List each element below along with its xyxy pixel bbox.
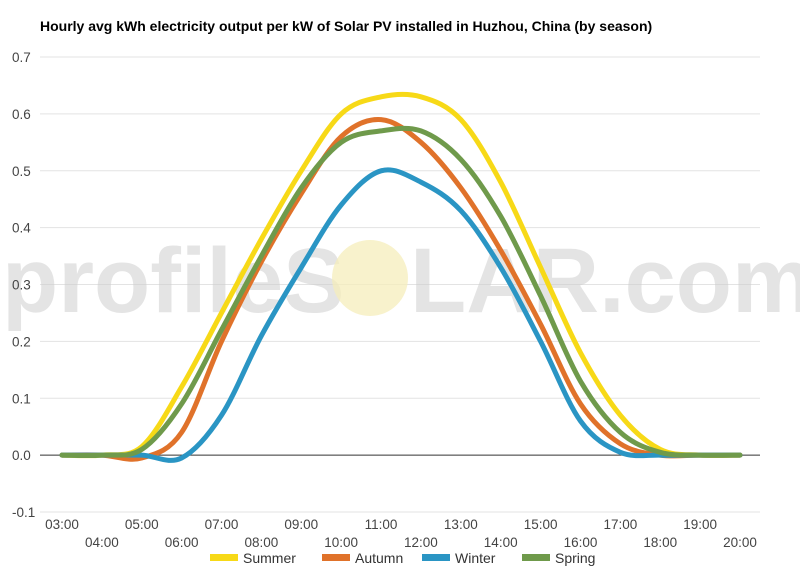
- y-tick-label: 0.3: [12, 278, 31, 293]
- legend-swatch-spring: [522, 554, 550, 561]
- y-tick-label: 0.4: [12, 221, 31, 236]
- x-tick-label: 15:00: [524, 517, 558, 532]
- legend-label-winter: Winter: [455, 550, 496, 566]
- series-line-summer: [59, 91, 743, 459]
- legend-label-summer: Summer: [243, 550, 296, 566]
- x-tick-label: 12:00: [404, 535, 438, 550]
- x-tick-label: 20:00: [723, 535, 757, 550]
- watermark-sun-icon: [332, 240, 408, 316]
- series-line-spring: [59, 125, 743, 459]
- chart-title: Hourly avg kWh electricity output per kW…: [40, 18, 653, 34]
- legend-swatch-autumn: [322, 554, 350, 561]
- watermark-right: LAR.com: [410, 230, 800, 332]
- x-tick-label: 18:00: [643, 535, 677, 550]
- series-line-autumn: [59, 117, 743, 462]
- x-tick-label: 06:00: [165, 535, 199, 550]
- x-tick-label: 19:00: [683, 517, 717, 532]
- series-lines: [59, 91, 743, 463]
- x-tick-label: 16:00: [564, 535, 598, 550]
- watermark: profileS LAR.com: [2, 230, 800, 332]
- y-tick-label: 0.2: [12, 334, 31, 349]
- watermark-left: profileS: [2, 230, 344, 332]
- y-tick-label: 0.1: [12, 391, 31, 406]
- y-tick-label: 0.0: [12, 448, 31, 463]
- x-tick-label: 04:00: [85, 535, 119, 550]
- legend: Summer Autumn Winter Spring: [210, 550, 595, 566]
- y-axis: -0.1 0.0 0.1 0.2 0.3 0.4 0.5 0.6 0.7: [12, 50, 35, 520]
- y-tick-label: 0.7: [12, 50, 31, 65]
- x-tick-label: 03:00: [45, 517, 79, 532]
- x-tick-label: 09:00: [284, 517, 318, 532]
- x-tick-label: 13:00: [444, 517, 478, 532]
- x-tick-label: 11:00: [365, 517, 398, 532]
- legend-label-autumn: Autumn: [355, 550, 403, 566]
- x-tick-label: 14:00: [484, 535, 518, 550]
- x-tick-label: 17:00: [603, 517, 637, 532]
- y-tick-label: -0.1: [12, 505, 35, 520]
- x-tick-label: 07:00: [205, 517, 239, 532]
- series-line-winter: [59, 167, 743, 463]
- y-tick-label: 0.5: [12, 164, 31, 179]
- x-axis: 03:00 04:00 05:00 06:00 07:00 08:00 09:00 10:00…: [45, 517, 757, 550]
- legend-swatch-summer: [210, 554, 238, 561]
- legend-swatch-winter: [422, 554, 450, 561]
- x-tick-label: 10:00: [324, 535, 358, 550]
- x-tick-label: 05:00: [125, 517, 159, 532]
- legend-label-spring: Spring: [555, 550, 595, 566]
- x-tick-label: 08:00: [245, 535, 279, 550]
- y-tick-label: 0.6: [12, 107, 31, 122]
